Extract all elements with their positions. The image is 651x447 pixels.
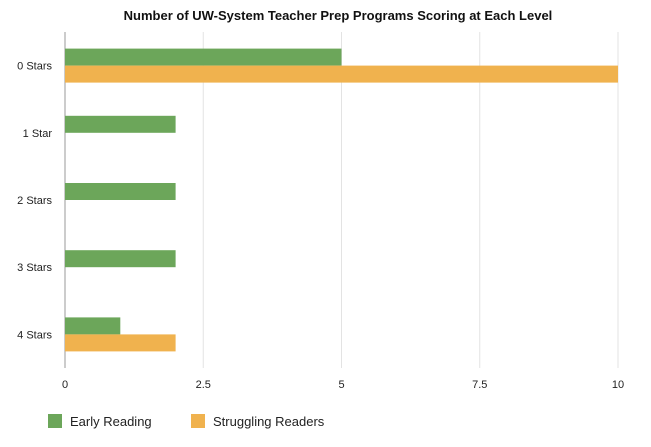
bar-early-reading — [65, 317, 121, 335]
legend: Early Reading Struggling Readers — [48, 414, 325, 429]
legend-swatch — [191, 414, 205, 428]
legend-swatch — [48, 414, 62, 428]
bar-early-reading — [65, 183, 176, 200]
bar-struggling-readers — [65, 334, 176, 352]
bars — [65, 48, 618, 352]
legend-label: Early Reading — [70, 414, 152, 429]
category-label: 0 Stars — [17, 61, 52, 73]
x-tick-label: 5 — [338, 379, 344, 391]
category-label: 1 Star — [23, 128, 53, 140]
chart-title: Number of UW-System Teacher Prep Program… — [124, 8, 553, 23]
grid-lines — [64, 32, 619, 368]
x-axis-ticks: 0 2.5 5 7.5 10 — [62, 379, 624, 391]
category-label: 2 Stars — [17, 195, 52, 207]
x-tick-label: 0 — [62, 379, 68, 391]
bar-early-reading — [65, 250, 176, 268]
category-label: 3 Stars — [17, 262, 52, 274]
bar-struggling-readers — [65, 65, 618, 83]
bar-early-reading — [65, 115, 176, 133]
legend-label: Struggling Readers — [213, 414, 325, 429]
category-label: 4 Stars — [17, 329, 52, 341]
x-tick-label: 2.5 — [196, 379, 211, 391]
bar-early-reading — [65, 48, 342, 66]
x-tick-label: 7.5 — [472, 379, 487, 391]
category-labels: 0 Stars 1 Star 2 Stars 3 Stars 4 Stars — [17, 61, 52, 342]
x-tick-label: 10 — [612, 379, 624, 391]
